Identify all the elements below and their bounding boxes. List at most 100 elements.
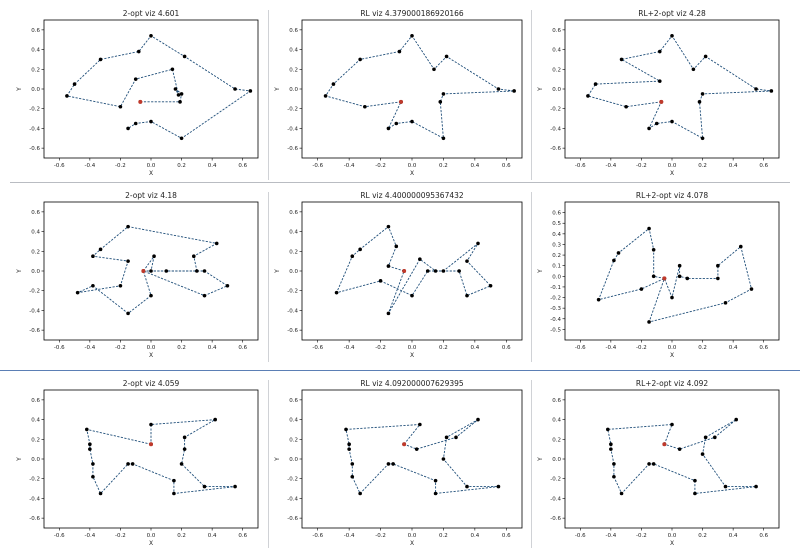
city-point	[172, 478, 176, 483]
y-axis-label: Y	[16, 457, 23, 462]
city-point	[126, 259, 130, 263]
y-tick-label: -0.6	[29, 516, 40, 522]
x-tick-label: -0.2	[375, 163, 386, 169]
column-separator	[268, 192, 269, 362]
city-point	[98, 57, 103, 62]
column-separator	[268, 10, 269, 180]
city-point	[647, 462, 651, 466]
city-point	[685, 276, 690, 281]
y-axis-label: Y	[16, 269, 23, 274]
x-tick-label: -0.2	[636, 345, 647, 351]
y-tick-label: 0.0	[552, 274, 561, 280]
city-point	[378, 279, 383, 283]
city-point	[700, 452, 705, 456]
tour-path	[345, 419, 499, 495]
y-tick-label: 0.4	[289, 48, 298, 54]
city-point	[441, 457, 446, 461]
y-tick-label: -0.2	[29, 477, 40, 483]
city-point	[441, 92, 446, 96]
tour-path	[587, 35, 772, 140]
x-tick-label: -0.6	[312, 533, 323, 539]
x-tick-label: 0.2	[177, 345, 186, 351]
city-point	[391, 462, 395, 466]
y-tick-label: 0.3	[552, 242, 561, 248]
city-point	[136, 49, 141, 54]
y-tick-label: 0.4	[31, 418, 40, 424]
city-point	[386, 462, 391, 466]
city-point	[716, 263, 720, 268]
city-point	[465, 293, 469, 298]
city-point	[323, 94, 328, 98]
city-point	[670, 33, 674, 38]
y-tick-label: 0.6	[31, 398, 40, 404]
city-point	[233, 484, 237, 489]
x-tick-label: 0.6	[759, 345, 768, 351]
city-point	[651, 274, 656, 279]
city-point	[647, 226, 651, 231]
chart-panel-1: 2-opt viz 4.601 -0.6 -0.4 -0.2 0.0 0.2 0.4 0.6 0…	[16, 9, 259, 177]
y-tick-label: 0.2	[31, 437, 40, 443]
city-point	[586, 94, 590, 98]
city-point	[179, 92, 184, 96]
x-tick-label: -0.4	[344, 345, 355, 351]
city-point	[693, 478, 697, 483]
city-point	[133, 121, 138, 126]
chart-title: 2-opt viz 4.601	[123, 9, 180, 18]
column-separator	[268, 380, 269, 548]
city-point	[178, 100, 182, 104]
y-tick-label: 0.4	[552, 418, 561, 424]
x-tick-label: -0.2	[375, 345, 386, 351]
x-tick-label: 0.2	[439, 345, 448, 351]
city-point	[347, 442, 351, 447]
city-point	[350, 474, 355, 479]
x-tick-label: -0.6	[312, 345, 323, 351]
city-point	[418, 257, 422, 261]
city-point	[596, 297, 601, 302]
city-point	[225, 283, 230, 288]
city-point	[454, 435, 458, 440]
y-tick-label: 0.2	[289, 67, 298, 73]
x-tick-label: -0.2	[115, 533, 126, 539]
y-tick-label: 0.4	[31, 48, 40, 54]
city-point	[65, 94, 69, 98]
city-point	[703, 54, 708, 59]
x-tick-label: 0.6	[238, 163, 247, 169]
city-point	[697, 100, 702, 104]
city-point	[616, 251, 621, 255]
y-axis-label: Y	[537, 87, 544, 92]
city-point	[182, 54, 187, 59]
city-point	[170, 67, 175, 72]
x-tick-label: -0.2	[115, 345, 126, 351]
city-point	[606, 427, 610, 432]
chart-title: RL+2-opt viz 4.28	[638, 9, 706, 18]
x-tick-label: 0.6	[502, 345, 511, 351]
chart-title: RL+2-opt viz 4.078	[636, 191, 709, 200]
city-point	[149, 293, 153, 298]
x-tick-label: 0.0	[668, 533, 677, 539]
x-tick-label: 0.0	[668, 345, 677, 351]
y-tick-label: 0.2	[552, 67, 561, 73]
y-tick-label: -0.4	[550, 496, 561, 502]
y-tick-label: -0.6	[29, 328, 40, 334]
city-point	[496, 87, 501, 91]
chart-title: 2-opt viz 4.059	[123, 379, 180, 388]
start-city-point	[402, 269, 407, 273]
city-point	[624, 104, 628, 109]
city-point	[609, 442, 613, 447]
city-point	[202, 484, 207, 489]
y-tick-label: -0.2	[287, 477, 298, 483]
city-point	[118, 283, 123, 288]
city-point	[386, 126, 391, 131]
city-point	[433, 478, 438, 483]
city-point	[723, 484, 728, 489]
x-tick-label: -0.6	[575, 533, 586, 539]
city-point	[410, 293, 414, 298]
x-tick-label: 0.6	[238, 533, 247, 539]
city-point	[179, 136, 184, 141]
city-point	[133, 77, 138, 81]
y-tick-label: 0.0	[31, 269, 40, 275]
y-tick-label: 0.0	[552, 87, 561, 93]
city-point	[75, 290, 80, 295]
city-point	[418, 422, 422, 427]
y-axis-label: Y	[274, 87, 281, 92]
